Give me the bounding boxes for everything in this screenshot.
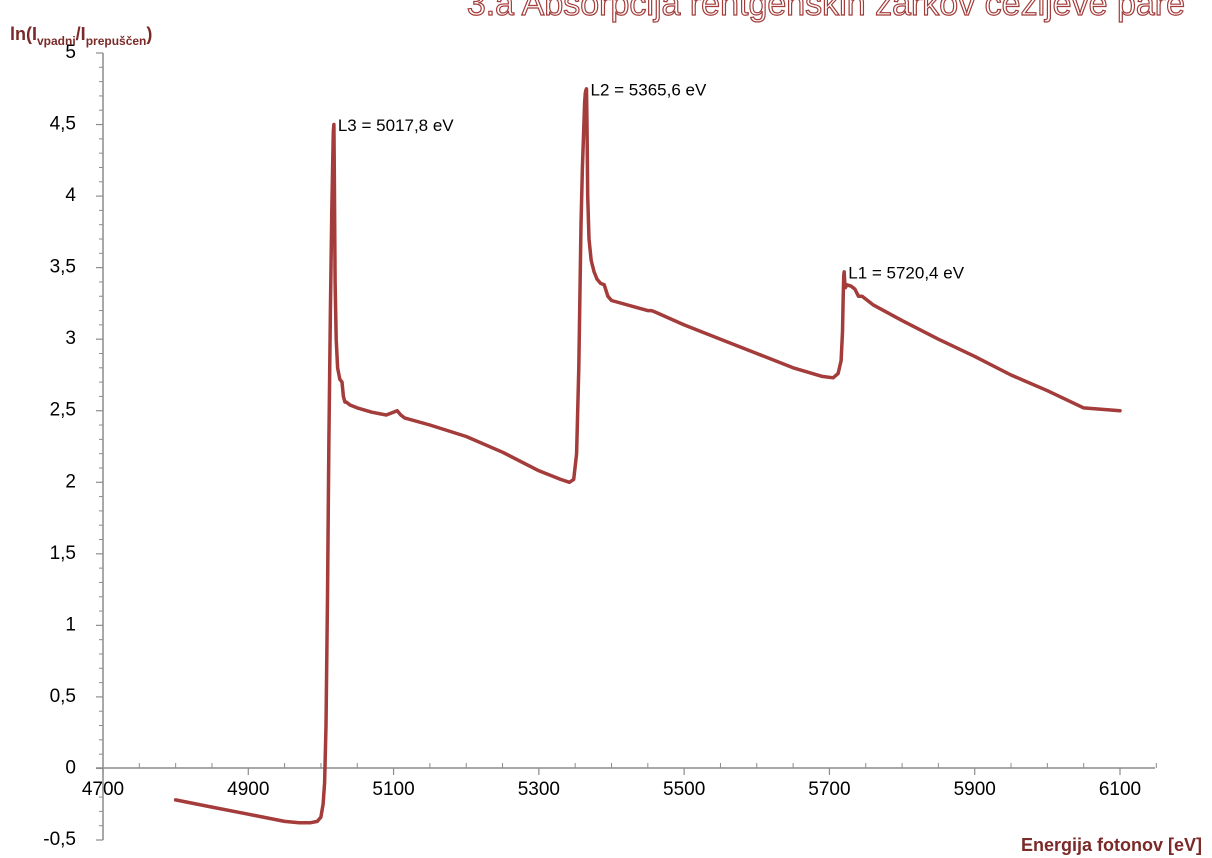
y-axis-title: ln(Ivpadni/Iprepuščen) <box>10 24 152 48</box>
y-tick-label: 3 <box>65 328 76 349</box>
x-tick-label: 6100 <box>1099 779 1141 800</box>
x-axis-title: Energija fotonov [eV] <box>1021 835 1202 855</box>
edge-annotation: L1 = 5720,4 eV <box>848 263 964 282</box>
y-axis-title-sub2: prepuščen <box>86 34 147 48</box>
y-tick-label: 2 <box>65 471 76 492</box>
y-axis-title-main: ln(I <box>10 24 37 44</box>
chart-title: 3.a Absorpcija rentgenskih žarkov cezije… <box>467 0 1185 23</box>
y-tick-label: 3,5 <box>50 257 76 278</box>
axes <box>96 53 1155 840</box>
y-tick-label: 0,5 <box>50 686 76 707</box>
y-axis-title-close: ) <box>146 24 152 44</box>
y-axis-title-slash: /I <box>76 24 86 44</box>
y-tick-label: 5 <box>65 42 76 63</box>
x-tick-label: 4700 <box>82 779 124 800</box>
y-tick-label: -0,5 <box>43 829 76 850</box>
annotations: L3 = 5017,8 eV L2 = 5365,6 eV L1 = 5720,4 … <box>338 80 965 282</box>
y-ticks <box>96 52 103 841</box>
y-tick-label: 1,5 <box>50 543 76 564</box>
x-tick-label: 5100 <box>372 779 414 800</box>
edge-annotation: L2 = 5365,6 eV <box>591 80 707 99</box>
x-tick-label: 5700 <box>808 779 850 800</box>
x-tick-label: 5300 <box>518 779 560 800</box>
x-tick-labels: 4700 4900 5100 5300 5500 5700 5900 6100 <box>82 779 1141 800</box>
y-tick-label: 1 <box>65 614 76 635</box>
y-tick-label: 2,5 <box>50 400 76 421</box>
y-tick-label: 4,5 <box>50 114 76 135</box>
y-tick-labels: -0,5 0 0,5 1 1,5 2 2,5 3 3,5 4 4,5 5 <box>43 42 76 850</box>
x-ticks <box>102 763 1157 775</box>
y-tick-label: 0 <box>65 757 76 778</box>
y-tick-label: 4 <box>65 185 76 206</box>
y-axis-title-sub1: vpadni <box>37 34 76 48</box>
x-tick-label: 4900 <box>227 779 269 800</box>
edge-annotation: L3 = 5017,8 eV <box>338 116 454 135</box>
series-line <box>173 87 1122 825</box>
x-tick-label: 5500 <box>663 779 705 800</box>
x-tick-label: 5900 <box>954 779 996 800</box>
